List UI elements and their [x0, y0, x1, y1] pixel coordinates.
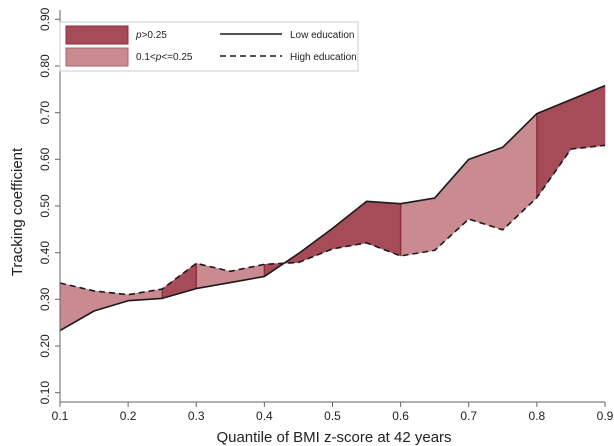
series-line-low-education [59, 84, 606, 332]
y-tick-label: 0.30 [38, 287, 52, 311]
x-tick-label: 0.8 [529, 409, 546, 423]
y-tick-label: 0.70 [38, 101, 52, 125]
x-tick-label: 0.2 [120, 409, 137, 423]
y-tick-label: 0.20 [38, 334, 52, 358]
legend-swatch-p-above-0.25 [65, 25, 129, 45]
y-tick-label: 0.40 [38, 241, 52, 265]
legend-label-low-education: Low education [290, 30, 355, 41]
y-tick-label: 0.50 [38, 194, 52, 218]
y-tick-label: 0.10 [38, 381, 52, 405]
legend-label-high-education: High education [290, 52, 357, 63]
band-segment [400, 197, 435, 257]
lines-layer [59, 84, 606, 332]
y-axis-title: Tracking coefficient [9, 147, 26, 276]
axes-layer: 0.1 0.2 0.3 0.4 0.5 0.6 0.7 0.8 0.9 0.10 0.20 0.30 0… [38, 7, 614, 423]
band-layer [59, 85, 606, 332]
x-tick-label: 0.7 [460, 409, 477, 423]
x-tick-label: 0.6 [392, 409, 409, 423]
band-segment [536, 99, 572, 199]
band-segment [434, 158, 470, 252]
y-tick-label: 0.60 [38, 147, 52, 171]
band-segment [59, 282, 95, 332]
x-tick-label: 0.9 [597, 409, 614, 423]
legend-label-p-above-0.25: p>0.25 [135, 30, 167, 41]
band-segment [570, 85, 606, 150]
band-segment [468, 146, 504, 231]
x-tick-label: 0.1 [52, 409, 69, 423]
x-tick-label: 0.5 [324, 409, 341, 423]
series-line-high-education [59, 144, 606, 296]
x-tick-label: 0.4 [256, 409, 273, 423]
y-tick-label: 0.80 [38, 54, 52, 78]
band-segment [366, 201, 401, 257]
legend-swatch-p-between [65, 47, 129, 67]
y-tick-label: 0.90 [38, 7, 52, 31]
legend-label-p-between: 0.1<p<=0.25 [136, 52, 193, 63]
legend: p>0.25 0.1<p<=0.25 Low education High ed… [59, 21, 359, 72]
band-segment [298, 227, 333, 263]
x-tick-label: 0.3 [188, 409, 205, 423]
x-axis-title: Quantile of BMI z-score at 42 years [216, 429, 451, 446]
